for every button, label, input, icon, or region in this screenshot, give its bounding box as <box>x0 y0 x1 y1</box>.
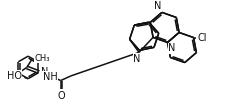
Text: N: N <box>41 67 48 77</box>
Text: N: N <box>169 43 176 53</box>
Text: NH: NH <box>43 72 58 82</box>
Text: CH₃: CH₃ <box>34 54 50 63</box>
Text: N: N <box>133 54 141 64</box>
Text: Cl: Cl <box>197 33 207 43</box>
Text: N: N <box>154 1 161 11</box>
Text: O: O <box>58 91 65 101</box>
Text: HO: HO <box>7 71 21 81</box>
